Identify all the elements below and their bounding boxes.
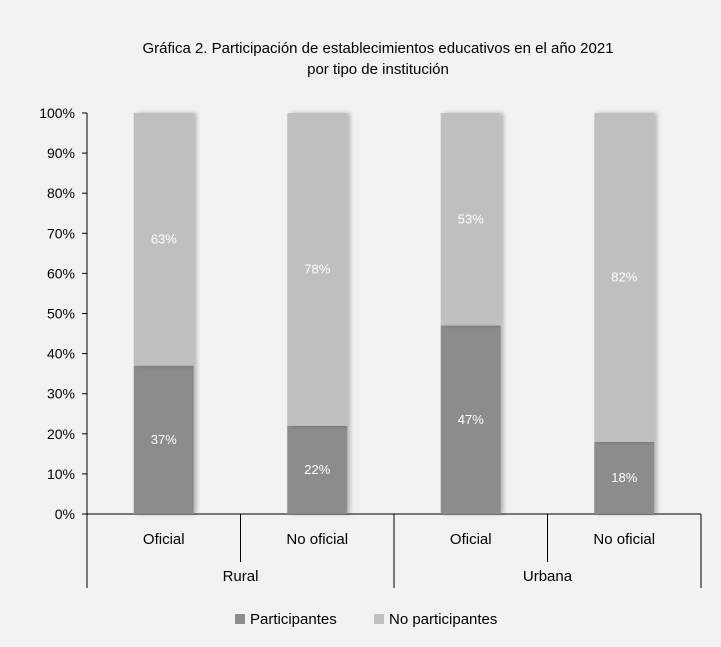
bar-participantes [287,425,348,514]
data-labels: 37% 63% 22% 78% 47% 53% 18% 82% [151,211,638,485]
y-tick-label: 90% [47,145,75,161]
y-tick-label: 70% [47,225,75,241]
y-tick-label: 80% [47,185,75,201]
data-label: 37% [151,432,177,447]
data-label: 82% [611,269,637,284]
bar-participantes [440,325,501,514]
bars [133,113,655,514]
legend-label: No participantes [389,611,497,628]
data-label: 53% [458,211,484,226]
chart-title: Gráfica 2. Participación de establecimie… [142,40,613,57]
y-tick-label: 10% [47,466,75,482]
x-category-label: Oficial [143,531,185,548]
x-category-label: Oficial [450,531,492,548]
y-tick-label: 60% [47,265,75,281]
y-tick-label: 20% [47,426,75,442]
y-tick-label: 40% [47,346,75,362]
y-tick-label: 30% [47,386,75,402]
legend: Participantes No participantes [235,611,497,628]
legend-swatch [235,614,245,624]
y-tick-label: 100% [39,105,75,121]
x-category-label: No oficial [286,531,348,548]
legend-swatch [374,614,384,624]
x-category-label: No oficial [593,531,655,548]
bar-no-participantes [440,113,501,326]
legend-label: Participantes [250,611,337,628]
bar-no-participantes [287,113,348,426]
data-label: 63% [151,231,177,246]
bar-participantes [133,365,194,514]
data-label: 18% [611,470,637,485]
data-label: 22% [304,462,330,477]
bar-participantes [594,441,655,514]
x-group-label: Rural [223,568,259,585]
x-group-label: Urbana [523,568,573,585]
y-tick-label: 0% [55,506,75,522]
y-tick-label: 50% [47,306,75,322]
bar-no-participantes [133,113,194,366]
chart-subtitle: por tipo de institución [307,61,449,78]
data-label: 78% [304,261,330,276]
data-label: 47% [458,412,484,427]
bar-no-participantes [594,113,655,442]
